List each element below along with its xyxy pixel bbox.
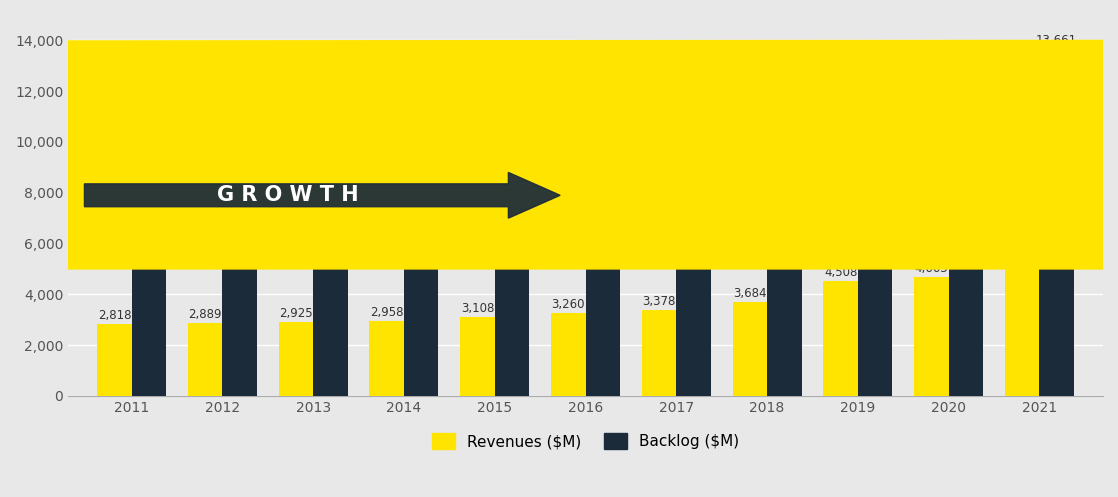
Bar [858, 141, 892, 396]
Legend: Revenues ($M), Backlog ($M): Revenues ($M), Backlog ($M) [424, 425, 747, 457]
Bar [370, 321, 404, 396]
Text: 3,260: 3,260 [551, 298, 585, 311]
Bar [642, 310, 676, 396]
Polygon shape [0, 40, 1118, 269]
Bar [551, 313, 586, 396]
Text: 2,958: 2,958 [370, 306, 404, 319]
Text: 2,818: 2,818 [97, 309, 131, 323]
Text: 2,889: 2,889 [189, 308, 222, 321]
Bar [495, 229, 529, 396]
Text: 3,378: 3,378 [643, 295, 675, 308]
Text: 5,279: 5,279 [1005, 247, 1039, 260]
Bar [222, 251, 257, 396]
Text: 3,108: 3,108 [461, 302, 494, 315]
Text: 6,564: 6,564 [495, 214, 529, 227]
Bar [915, 277, 949, 396]
Bar [949, 116, 983, 396]
Text: 11,024: 11,024 [946, 101, 986, 114]
Bar [823, 281, 858, 396]
Bar [732, 302, 767, 396]
Text: G R O W T H: G R O W T H [217, 185, 358, 205]
Bar [586, 221, 620, 396]
Text: 5,528: 5,528 [132, 241, 165, 253]
Bar [188, 323, 222, 396]
Polygon shape [85, 172, 560, 218]
Text: 13,661: 13,661 [1036, 34, 1078, 47]
Text: 4,663: 4,663 [915, 262, 948, 275]
Bar [97, 325, 132, 396]
Text: 2,925: 2,925 [280, 307, 313, 320]
Text: 5,822: 5,822 [314, 233, 348, 246]
Text: 4,508: 4,508 [824, 266, 858, 279]
Text: 9,399: 9,399 [768, 142, 802, 155]
Text: 10,029: 10,029 [854, 126, 896, 139]
Bar [676, 204, 711, 396]
Text: 6,265: 6,265 [405, 222, 438, 235]
Text: 3,684: 3,684 [733, 287, 767, 300]
Text: 5,683: 5,683 [222, 237, 256, 249]
Text: 6,909: 6,909 [586, 205, 619, 218]
Bar [313, 248, 348, 396]
Bar [278, 322, 313, 396]
Text: 7,561: 7,561 [676, 189, 710, 202]
Bar [132, 255, 167, 396]
Bar [1005, 262, 1040, 396]
Bar [461, 317, 495, 396]
Bar [1040, 49, 1074, 396]
Bar [404, 237, 438, 396]
Bar [767, 157, 802, 396]
